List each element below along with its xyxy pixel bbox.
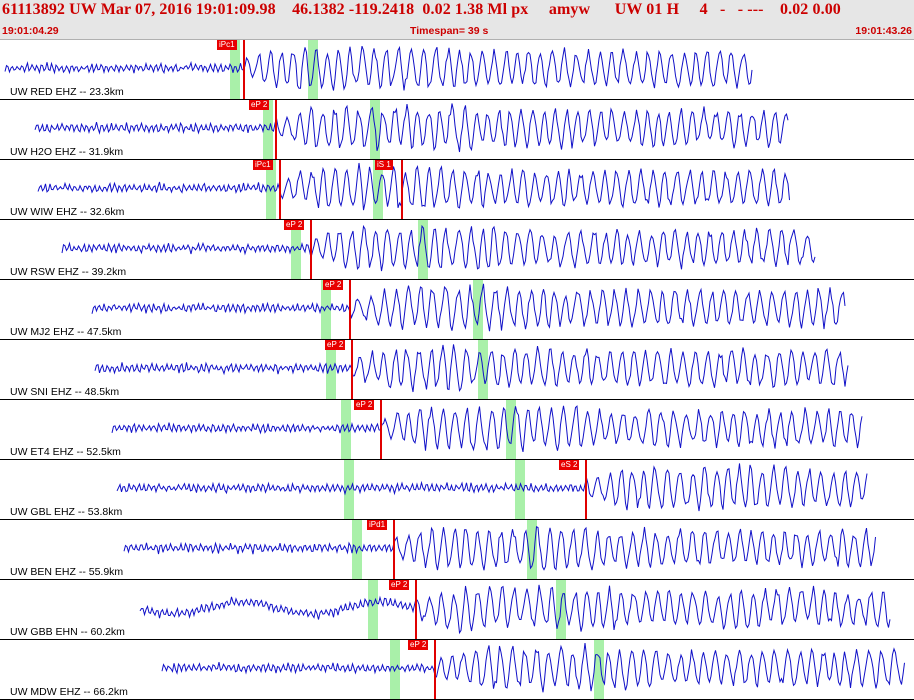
waveform bbox=[61, 224, 816, 272]
trace-panel[interactable]: eP 2 UW RSW EHZ -- 39.2km bbox=[0, 220, 914, 280]
trace-panel[interactable]: eP 2 UW ET4 EHZ -- 52.5km bbox=[0, 400, 914, 460]
phase-pick-line[interactable] bbox=[275, 100, 277, 159]
trace-panel[interactable]: eP 2 UW SNI EHZ -- 48.5km bbox=[0, 340, 914, 400]
channel-label: UW MDW EHZ -- 66.2km bbox=[10, 686, 128, 698]
time-window-marker bbox=[341, 400, 351, 459]
channel-label: UW RSW EHZ -- 39.2km bbox=[10, 266, 127, 278]
waveform-line bbox=[123, 526, 876, 571]
phase-pick-line[interactable] bbox=[401, 160, 403, 219]
event-title: 61113892 UW Mar 07, 2016 19:01:09.98 46.… bbox=[2, 1, 841, 18]
channel-label: UW H2O EHZ -- 31.9km bbox=[10, 146, 124, 158]
waveform bbox=[91, 283, 846, 332]
phase-pick-label[interactable]: iPc1 bbox=[217, 40, 237, 50]
timespan: Timespan= 39 s bbox=[410, 25, 489, 37]
waveform-line bbox=[34, 103, 789, 153]
trace-panel[interactable]: eP 2 UW GBB EHN -- 60.2km bbox=[0, 580, 914, 640]
phase-pick-line[interactable] bbox=[349, 280, 351, 339]
trace-panel[interactable]: iPd1 UW BEN EHZ -- 55.9km bbox=[0, 520, 914, 580]
phase-pick-line[interactable] bbox=[310, 220, 312, 279]
phase-pick-line[interactable] bbox=[585, 460, 587, 519]
channel-label: UW MJ2 EHZ -- 47.5km bbox=[10, 326, 122, 338]
phase-pick-line[interactable] bbox=[351, 340, 353, 399]
phase-pick-label[interactable]: eP 2 bbox=[389, 580, 410, 590]
waveform bbox=[139, 584, 891, 635]
channel-label: UW WIW EHZ -- 32.6km bbox=[10, 206, 125, 218]
phase-pick-label[interactable]: eP 2 bbox=[284, 220, 305, 230]
phase-pick-label[interactable]: eP 2 bbox=[354, 400, 375, 410]
phase-pick-label[interactable]: eS 2 bbox=[559, 460, 580, 470]
waveform-line bbox=[111, 405, 863, 453]
event-header: 61113892 UW Mar 07, 2016 19:01:09.98 46.… bbox=[0, 0, 914, 40]
waveform bbox=[111, 405, 863, 453]
time-window-marker bbox=[321, 280, 331, 339]
waveform bbox=[94, 344, 849, 393]
time-window-marker bbox=[515, 460, 525, 519]
time-window-marker bbox=[352, 520, 362, 579]
end-time: 19:01:43.26 bbox=[855, 25, 912, 37]
time-window-marker bbox=[368, 580, 378, 639]
seismogram-panels: iPc1 UW RED EHZ -- 23.3km eP 2 UW H2O EHZ -… bbox=[0, 40, 914, 700]
time-window-marker bbox=[291, 220, 301, 279]
trace-panel[interactable]: eP 2 UW H2O EHZ -- 31.9km bbox=[0, 100, 914, 160]
time-window-marker bbox=[230, 40, 240, 99]
waveform-line bbox=[161, 643, 905, 693]
waveform-line bbox=[94, 344, 849, 393]
channel-label: UW RED EHZ -- 23.3km bbox=[10, 86, 124, 98]
channel-label: UW ET4 EHZ -- 52.5km bbox=[10, 446, 121, 458]
waveform bbox=[4, 45, 753, 91]
trace-panel[interactable]: eS 2 UW GBL EHZ -- 53.8km bbox=[0, 460, 914, 520]
waveform bbox=[161, 643, 905, 693]
channel-label: UW GBL EHZ -- 53.8km bbox=[10, 506, 123, 518]
time-window-marker bbox=[473, 280, 483, 339]
trace-panel[interactable]: iPc1 iS 1 UW WIW EHZ -- 32.6km bbox=[0, 160, 914, 220]
time-window-marker bbox=[506, 400, 516, 459]
waveform bbox=[123, 526, 876, 571]
channel-label: UW GBB EHN -- 60.2km bbox=[10, 626, 125, 638]
phase-pick-line[interactable] bbox=[243, 40, 245, 99]
phase-pick-label[interactable]: iS 1 bbox=[375, 160, 393, 170]
waveform-line bbox=[139, 584, 891, 635]
time-window-marker bbox=[418, 220, 428, 279]
phase-pick-line[interactable] bbox=[380, 400, 382, 459]
trace-panel[interactable]: iPc1 UW RED EHZ -- 23.3km bbox=[0, 40, 914, 100]
trace-panel[interactable]: eP 2 UW MJ2 EHZ -- 47.5km bbox=[0, 280, 914, 340]
phase-pick-line[interactable] bbox=[415, 580, 417, 639]
start-time: 19:01:04.29 bbox=[2, 25, 59, 37]
trace-panel[interactable]: eP 2 UW MDW EHZ -- 66.2km bbox=[0, 640, 914, 700]
time-window-marker bbox=[326, 340, 336, 399]
waveform bbox=[37, 162, 790, 211]
channel-label: UW SNI EHZ -- 48.5km bbox=[10, 386, 120, 398]
time-window-marker bbox=[594, 640, 604, 699]
phase-pick-label[interactable]: eP 2 bbox=[323, 280, 344, 290]
phase-pick-label[interactable]: iPc1 bbox=[253, 160, 273, 170]
channel-label: UW BEN EHZ -- 55.9km bbox=[10, 566, 124, 578]
time-window-marker bbox=[373, 160, 383, 219]
waveform-line bbox=[4, 45, 753, 91]
waveform-line bbox=[61, 224, 816, 272]
phase-pick-label[interactable]: iPd1 bbox=[367, 520, 388, 530]
phase-pick-label[interactable]: eP 2 bbox=[325, 340, 346, 350]
waveform-line bbox=[116, 463, 868, 512]
phase-pick-label[interactable]: eP 2 bbox=[249, 100, 270, 110]
waveform-line bbox=[91, 283, 846, 332]
time-window-marker bbox=[527, 520, 537, 579]
waveform bbox=[34, 103, 789, 153]
waveform-line bbox=[37, 162, 790, 211]
phase-pick-line[interactable] bbox=[279, 160, 281, 219]
phase-pick-line[interactable] bbox=[393, 520, 395, 579]
phase-pick-label[interactable]: eP 2 bbox=[408, 640, 429, 650]
waveform bbox=[116, 463, 868, 512]
phase-pick-line[interactable] bbox=[434, 640, 436, 699]
